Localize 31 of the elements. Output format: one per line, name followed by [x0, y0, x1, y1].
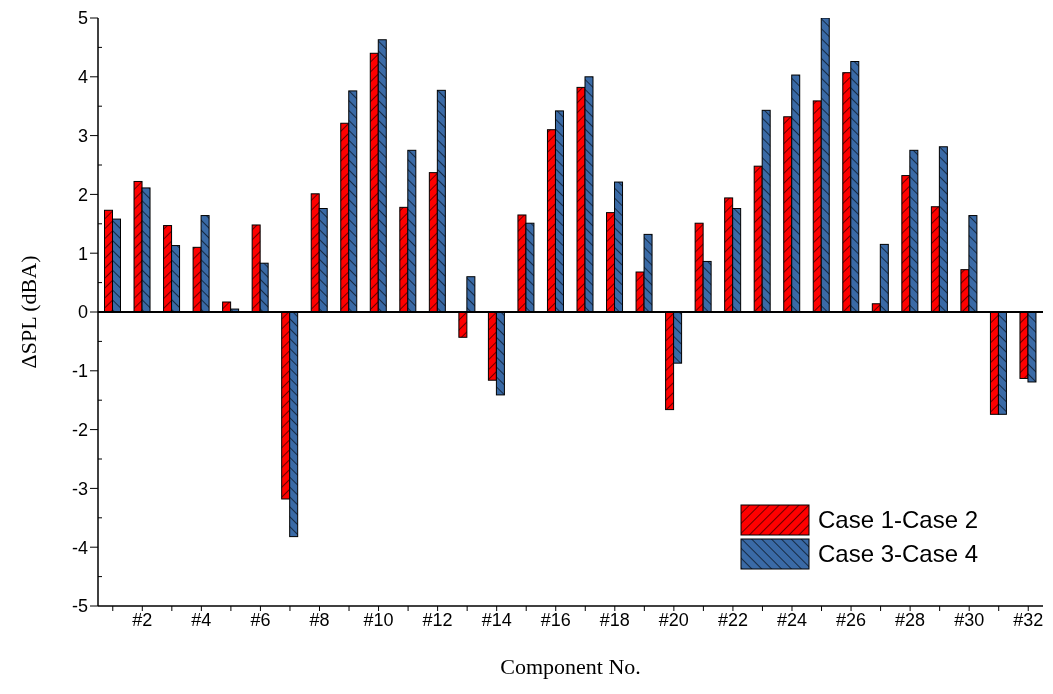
legend-label: Case 1-Case 2 — [818, 506, 979, 534]
y-tick-label: -4 — [71, 537, 88, 558]
x-tick-label: #18 — [599, 609, 630, 630]
x-tick-label: #14 — [481, 609, 512, 630]
x-tick-label: #28 — [895, 609, 926, 630]
y-tick-label: -2 — [71, 419, 88, 440]
y-tick-label: -3 — [71, 478, 88, 499]
x-tick-label: #26 — [836, 609, 867, 630]
x-axis-title: Component No. — [500, 654, 641, 679]
y-axis-title: ΔSPL (dBA) — [15, 255, 41, 369]
y-tick-label: 3 — [77, 125, 88, 146]
x-tick-label: #32 — [1013, 609, 1044, 630]
x-tick-label: #12 — [422, 609, 453, 630]
y-tick-label: 0 — [77, 302, 88, 323]
y-tick-label: -5 — [71, 596, 88, 617]
y-tick-label: 1 — [77, 243, 88, 264]
x-tick-label: #8 — [309, 609, 330, 630]
x-tick-label: #4 — [191, 609, 212, 630]
x-tick-label: #22 — [717, 609, 748, 630]
x-tick-label: #16 — [540, 609, 571, 630]
y-tick-label: -1 — [71, 361, 88, 382]
x-tick-label: #6 — [250, 609, 271, 630]
legend-label: Case 3-Case 4 — [818, 540, 979, 568]
y-tick-label: 2 — [77, 184, 88, 205]
x-tick-label: #30 — [954, 609, 985, 630]
x-tick-label: #10 — [363, 609, 394, 630]
y-tick-label: 4 — [77, 67, 88, 88]
x-tick-label: #2 — [132, 609, 153, 630]
x-tick-label: #20 — [658, 609, 689, 630]
x-tick-label: #24 — [776, 609, 808, 630]
y-tick-label: 5 — [77, 8, 88, 29]
